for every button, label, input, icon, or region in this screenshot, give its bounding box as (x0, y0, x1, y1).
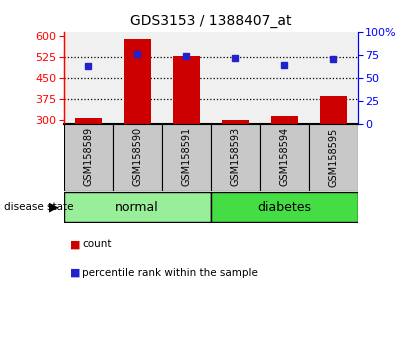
Text: ■: ■ (70, 239, 81, 249)
Text: GSM158593: GSM158593 (230, 127, 240, 187)
Text: ▶: ▶ (48, 201, 58, 213)
Bar (320, 96, 346, 124)
Bar (309, 124, 358, 191)
Text: disease state: disease state (4, 202, 74, 212)
Title: GDS3153 / 1388407_at: GDS3153 / 1388407_at (130, 14, 291, 28)
Text: GSM158594: GSM158594 (279, 127, 289, 187)
Bar (260, 124, 309, 191)
Bar (124, 39, 151, 124)
Bar (173, 56, 200, 124)
Bar (113, 124, 162, 191)
Text: count: count (82, 239, 112, 249)
Text: GSM158590: GSM158590 (132, 127, 142, 187)
Bar (75, 118, 102, 124)
Text: GSM158589: GSM158589 (83, 127, 93, 187)
Text: normal: normal (115, 201, 159, 213)
Text: percentile rank within the sample: percentile rank within the sample (82, 268, 258, 278)
Bar (270, 115, 298, 124)
Text: diabetes: diabetes (257, 201, 311, 213)
Bar (64, 192, 210, 222)
Text: ■: ■ (70, 268, 81, 278)
Bar (64, 124, 113, 191)
Bar (211, 124, 260, 191)
Bar (222, 120, 249, 124)
Bar (162, 124, 211, 191)
Text: GSM158591: GSM158591 (181, 127, 191, 187)
Text: GSM158595: GSM158595 (328, 127, 338, 187)
Bar (211, 192, 358, 222)
